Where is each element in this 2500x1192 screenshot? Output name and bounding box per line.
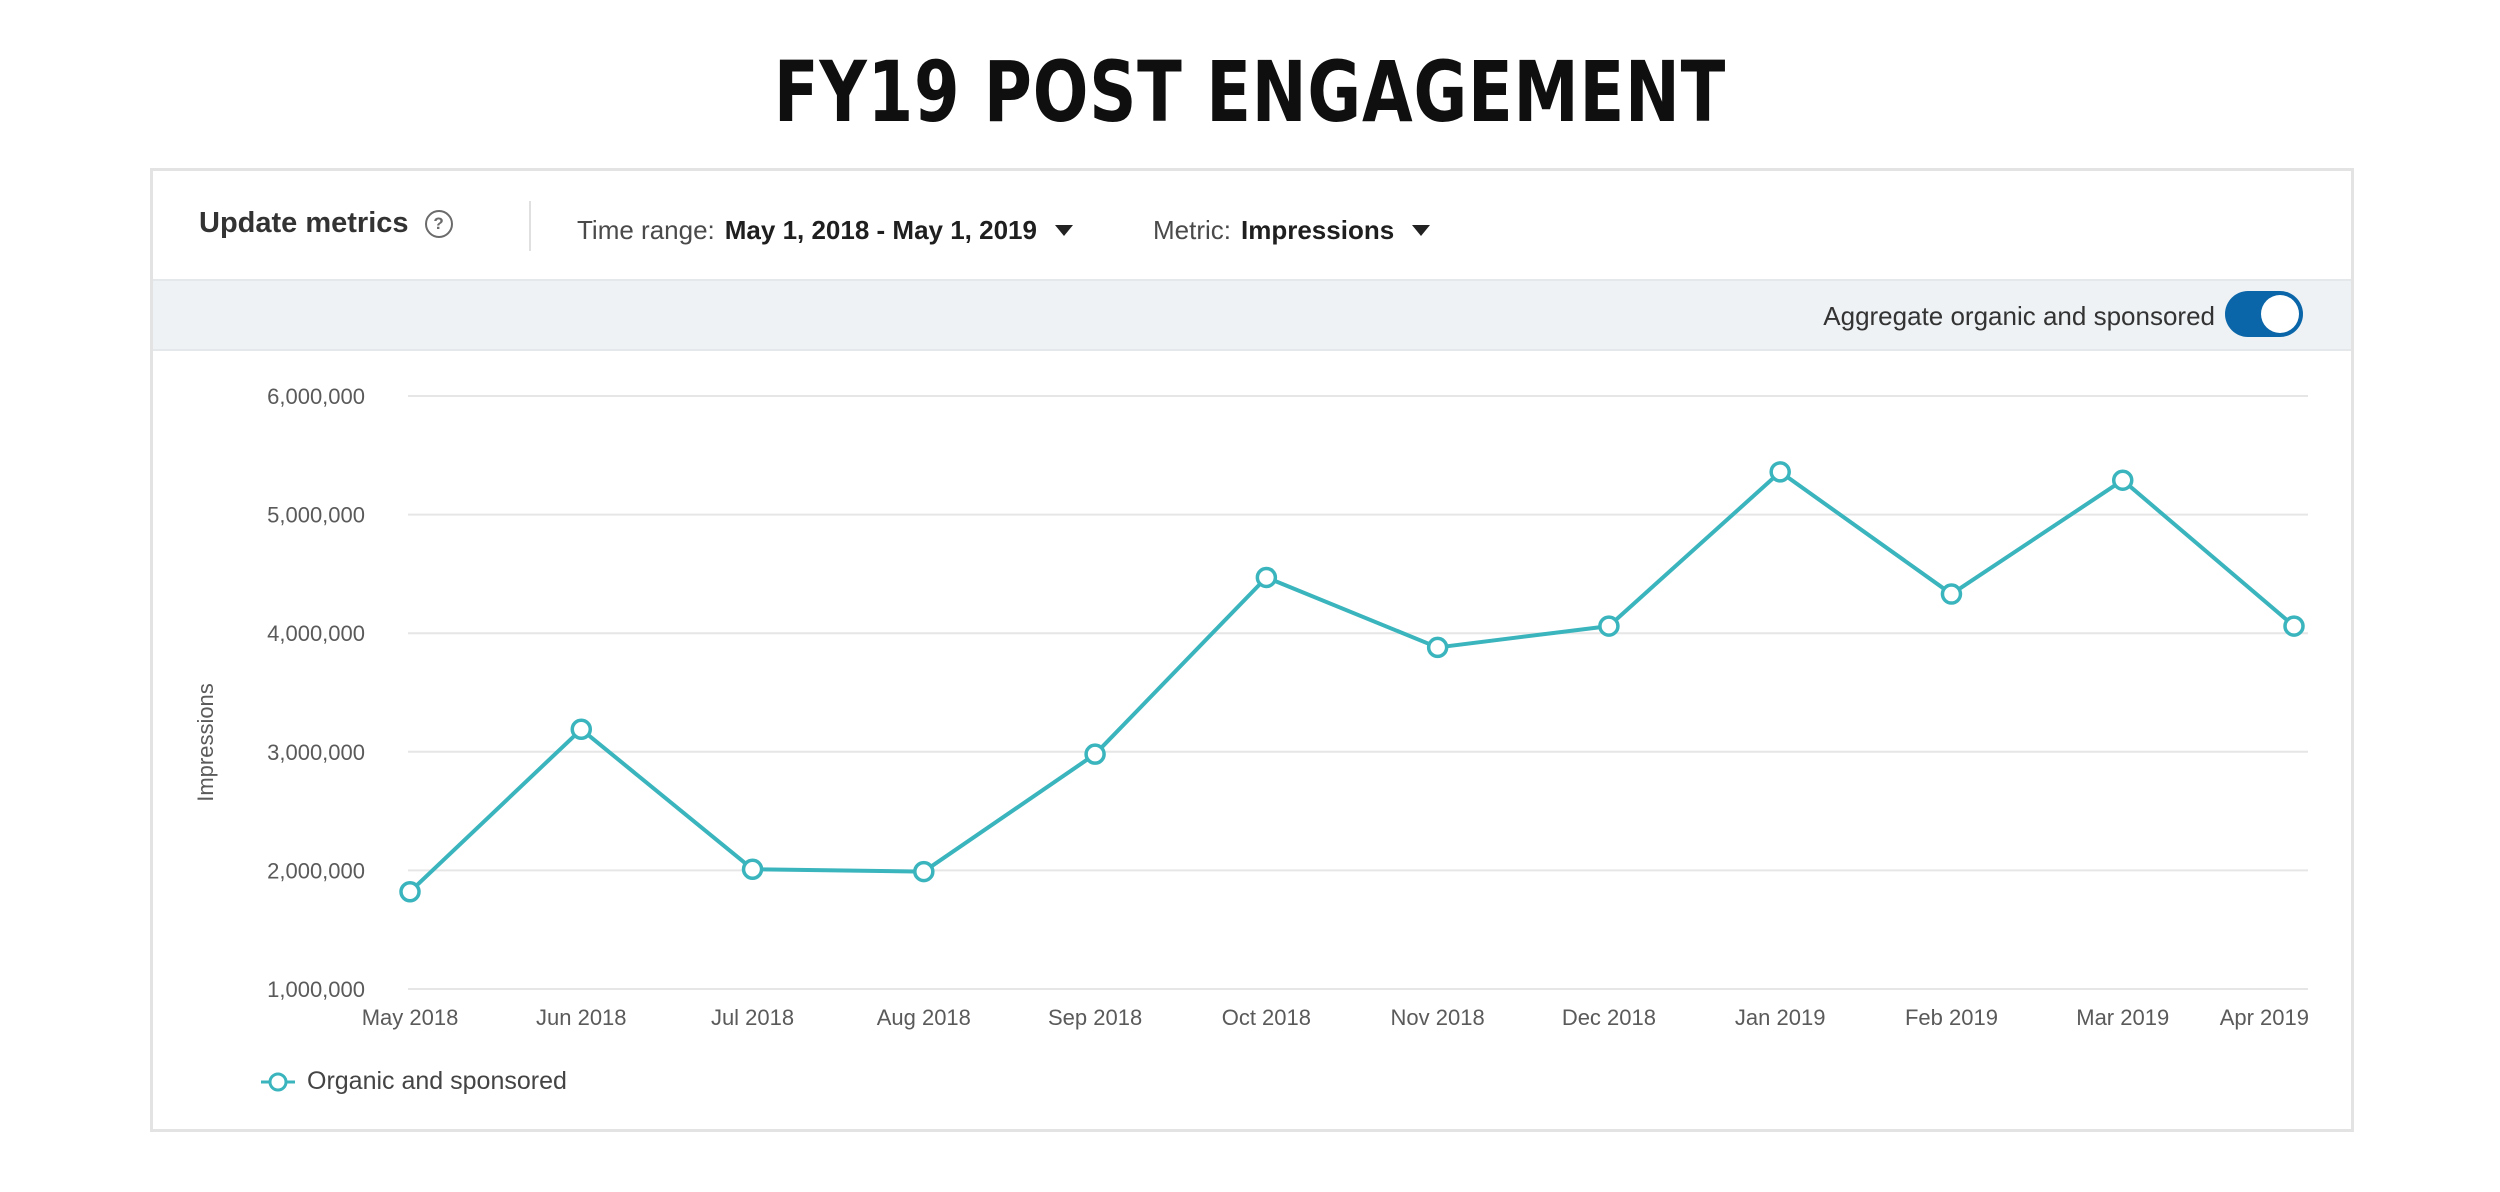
x-tick-label: Oct 2018 <box>1222 1005 1311 1030</box>
metric-dropdown[interactable]: Metric: Impressions <box>1153 215 1431 246</box>
y-tick-label: 1,000,000 <box>267 977 365 1002</box>
data-point[interactable] <box>570 718 593 741</box>
y-tick-label: 4,000,000 <box>267 621 365 646</box>
y-tick-label: 6,000,000 <box>267 384 365 409</box>
aggregate-toggle[interactable] <box>2225 291 2303 337</box>
x-tick-label: Jun 2018 <box>536 1005 627 1030</box>
legend-circle-icon <box>261 1072 295 1091</box>
series-line <box>408 469 2296 894</box>
time-range-value: May 1, 2018 - May 1, 2019 <box>724 215 1037 245</box>
x-tick-label: Mar 2019 <box>2076 1005 2169 1030</box>
data-point[interactable] <box>1769 461 1791 483</box>
page-title: FY19 POST ENGAGEMENT <box>773 43 1727 141</box>
aggregate-bar: Aggregate organic and sponsored <box>153 279 2351 351</box>
toolbar: Update metrics ? Time range: May 1, 2018… <box>153 171 2351 279</box>
aggregate-label: Aggregate organic and sponsored <box>1823 301 2215 331</box>
x-tick-label: May 2018 <box>362 1005 459 1030</box>
y-tick-label: 2,000,000 <box>267 858 365 883</box>
metric-value: Impressions <box>1241 215 1395 245</box>
caret-down-icon <box>1412 225 1431 236</box>
y-tick-label: 5,000,000 <box>267 503 365 528</box>
x-tick-label: Dec 2018 <box>1562 1005 1656 1030</box>
data-point[interactable] <box>2283 615 2305 637</box>
data-point[interactable] <box>1084 743 1106 765</box>
impressions-line-chart: 1,000,000 2,000,000 3,000,000 4,000,000 5,00… <box>193 384 2309 1030</box>
data-point[interactable] <box>1940 583 1963 605</box>
x-tick-label: Jan 2019 <box>1735 1005 1826 1030</box>
x-tick-label: Nov 2018 <box>1391 1005 1485 1030</box>
y-axis-title: Impressions <box>193 683 218 802</box>
legend-label: Organic and sponsored <box>307 1067 567 1095</box>
x-tick-label: Apr 2019 <box>2220 1005 2309 1030</box>
toolbar-divider <box>529 201 531 251</box>
update-metrics-label: Update metrics <box>199 207 409 239</box>
time-range-label: Time range: <box>577 215 715 245</box>
question-circle-icon[interactable]: ? <box>424 209 453 238</box>
data-point[interactable] <box>913 860 935 883</box>
metric-label: Metric: <box>1153 215 1231 245</box>
x-tick-label: Jul 2018 <box>711 1005 794 1030</box>
y-tick-label: 3,000,000 <box>267 740 365 765</box>
x-tick-label: Feb 2019 <box>1905 1005 1998 1030</box>
analytics-card: Update metrics ? Time range: May 1, 2018… <box>150 168 2354 1132</box>
data-point[interactable] <box>741 858 764 880</box>
data-point[interactable] <box>1426 636 1449 659</box>
x-tick-label: Aug 2018 <box>877 1005 971 1030</box>
chart-legend[interactable]: Organic and sponsored <box>261 1067 567 1096</box>
data-point[interactable] <box>399 880 421 903</box>
data-point[interactable] <box>1598 615 1620 637</box>
time-range-dropdown[interactable]: Time range: May 1, 2018 - May 1, 2019 <box>577 215 1073 246</box>
toggle-knob <box>2261 295 2299 333</box>
data-point[interactable] <box>1255 566 1278 589</box>
x-tick-label: Sep 2018 <box>1048 1005 1142 1030</box>
update-metrics-heading: Update metrics ? <box>199 207 453 240</box>
caret-down-icon <box>1054 225 1073 236</box>
data-point[interactable] <box>2111 469 2134 491</box>
